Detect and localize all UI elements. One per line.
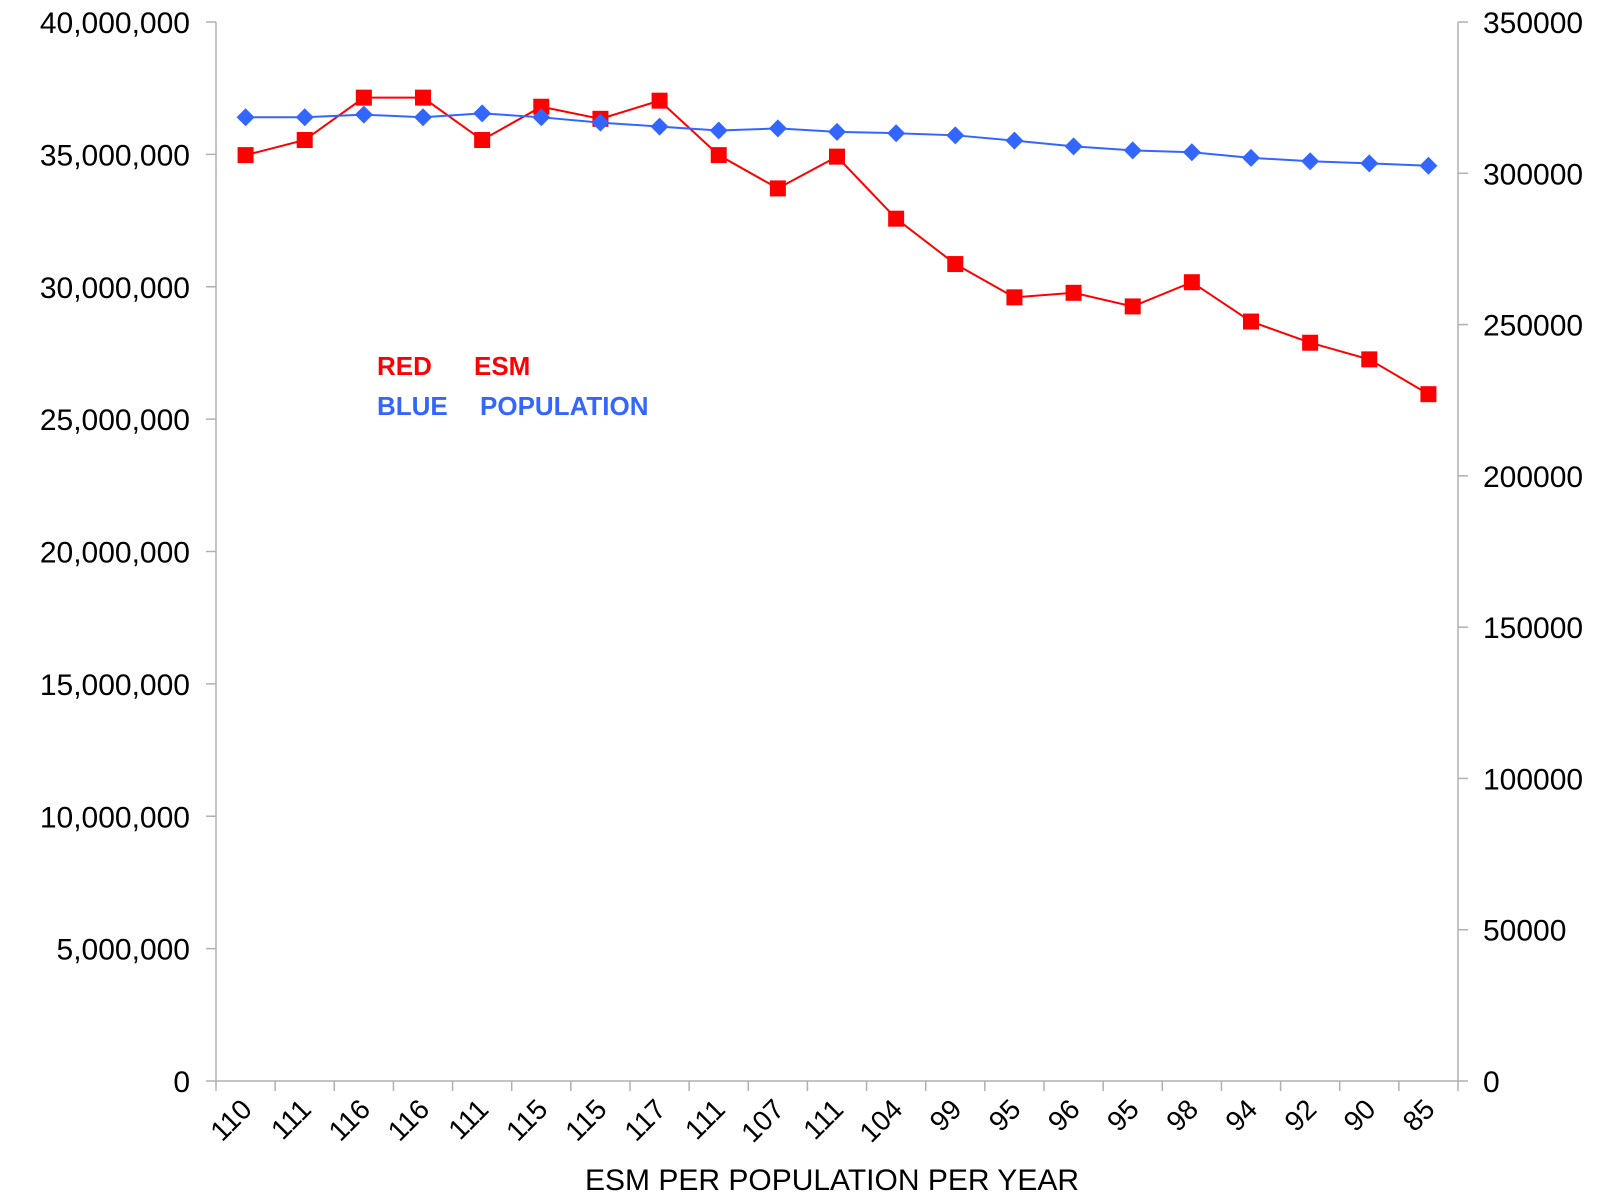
x-tick-label: 104 xyxy=(853,1093,908,1148)
y-right-tick-label: 150000 xyxy=(1483,612,1583,645)
blue-series-point xyxy=(709,121,728,140)
series-layer xyxy=(236,89,1438,403)
red-series-point xyxy=(1302,334,1319,351)
red-series-point xyxy=(769,180,786,197)
y-left-tick-label: 35,000,000 xyxy=(40,139,190,172)
legend-esm-label: ESM xyxy=(474,351,530,381)
legend-red-key: RED xyxy=(377,351,432,381)
y-left-tick-label: 20,000,000 xyxy=(40,537,190,570)
y-right-tick-label: 350000 xyxy=(1483,7,1583,40)
blue-series-point xyxy=(295,108,314,127)
x-tick-label: 116 xyxy=(382,1093,435,1146)
x-tick-label: 94 xyxy=(1219,1093,1263,1137)
blue-series-point xyxy=(1360,154,1379,173)
x-tick-label: 90 xyxy=(1338,1093,1382,1137)
legend: RED ESM BLUE POPULATION xyxy=(377,351,649,421)
red-series-line xyxy=(245,96,1429,396)
x-tick-label: 115 xyxy=(500,1093,553,1146)
blue-series-point xyxy=(532,108,551,127)
x-tick-label: 111 xyxy=(265,1093,317,1145)
y-left-tick-label: 10,000,000 xyxy=(40,801,190,834)
red-series-point xyxy=(415,89,431,106)
blue-series-point xyxy=(236,108,255,127)
y-right-tick-label: 250000 xyxy=(1483,310,1583,343)
red-series-point xyxy=(355,89,372,106)
y-left-tick-label: 5,000,000 xyxy=(57,934,190,967)
x-tick-label: 110 xyxy=(204,1093,257,1146)
red-series-point xyxy=(888,210,905,227)
red-series-point xyxy=(474,132,491,149)
red-series-point xyxy=(533,98,550,115)
axes: 0 5,000,000 10,000,000 15,000,000 20,000,000… xyxy=(40,7,1583,1148)
red-series-point xyxy=(1361,351,1378,368)
y-right-tick-label: 50000 xyxy=(1483,915,1566,948)
blue-series-point xyxy=(1005,131,1024,150)
red-series-point xyxy=(1065,284,1082,301)
y-left-tick-label: 30,000,000 xyxy=(40,272,190,305)
y-left-tick-label: 0 xyxy=(173,1066,190,1099)
legend-population-label: POPULATION xyxy=(480,391,649,421)
x-tick-label: 98 xyxy=(1160,1093,1204,1137)
blue-series-point xyxy=(1419,156,1438,175)
x-tick-label: 111 xyxy=(679,1093,731,1145)
y-left-tick-label: 15,000,000 xyxy=(40,669,190,702)
x-tick-label: 117 xyxy=(618,1093,671,1146)
y-right-tick-label: 200000 xyxy=(1483,461,1583,494)
legend-blue-key: BLUE xyxy=(377,391,448,421)
red-series-point xyxy=(1183,274,1200,291)
red-series-point xyxy=(1006,289,1023,306)
red-series-point xyxy=(651,92,668,109)
red-series-point xyxy=(947,256,964,273)
x-tick-label: 107 xyxy=(735,1093,790,1148)
x-tick-label: 116 xyxy=(323,1093,376,1146)
x-tick-label: 95 xyxy=(1101,1093,1145,1137)
red-series-point xyxy=(1420,386,1437,403)
x-tick-label: 95 xyxy=(983,1093,1027,1137)
red-series-point xyxy=(237,147,254,164)
blue-series-point xyxy=(946,126,965,145)
blue-series-point xyxy=(473,104,492,123)
x-tick-label: 96 xyxy=(1042,1093,1086,1137)
y-left-tick-label: 25,000,000 xyxy=(40,404,190,437)
y-left-tick-label: 40,000,000 xyxy=(40,7,190,40)
x-tick-label: 115 xyxy=(559,1093,612,1146)
x-tick-label: 111 xyxy=(442,1093,494,1145)
blue-series-point xyxy=(1123,141,1142,160)
blue-series-point xyxy=(1242,148,1260,167)
x-tick-label: 85 xyxy=(1397,1093,1441,1137)
red-series-point xyxy=(1243,313,1259,330)
blue-series-point xyxy=(828,122,846,141)
y-right-tick-label: 300000 xyxy=(1483,158,1583,191)
blue-series-point xyxy=(1182,143,1201,162)
x-tick-label: 99 xyxy=(924,1093,968,1137)
blue-series-point xyxy=(650,117,669,136)
blue-series-point xyxy=(354,105,373,124)
red-series-point xyxy=(1124,298,1141,315)
y-right-tick-label: 100000 xyxy=(1483,763,1583,796)
x-tick-label: 92 xyxy=(1278,1093,1322,1137)
x-axis-title: ESM PER POPULATION PER YEAR xyxy=(585,1164,1079,1193)
blue-series-point xyxy=(591,113,610,132)
red-series-point xyxy=(296,132,313,149)
blue-series-point xyxy=(1301,152,1320,171)
blue-series-point xyxy=(1064,137,1083,156)
y-right-tick-label: 0 xyxy=(1483,1066,1500,1099)
blue-series-point xyxy=(414,108,432,127)
blue-series-point xyxy=(768,119,787,138)
blue-series-point xyxy=(887,124,906,143)
red-series-point xyxy=(829,148,845,165)
x-tick-label: 111 xyxy=(797,1093,849,1145)
red-series-point xyxy=(710,147,727,164)
